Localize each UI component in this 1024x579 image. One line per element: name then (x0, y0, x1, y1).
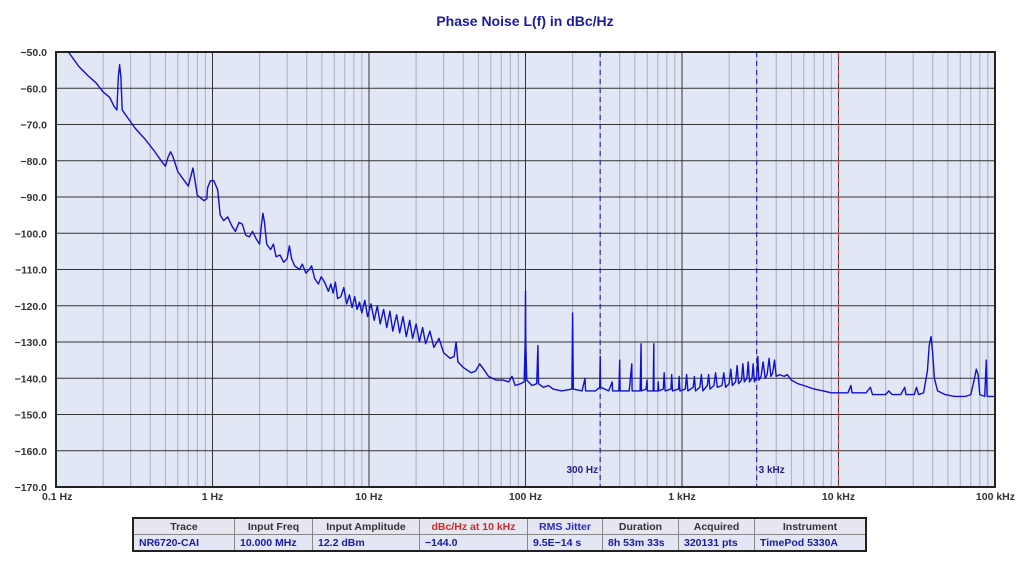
plot-frame (55, 51, 996, 488)
header-input-amplitude: Input Amplitude (312, 517, 420, 535)
x-tick-label: 0.1 Hz (42, 491, 72, 503)
x-tick-label: 10 kHz (822, 491, 855, 503)
value-acquired: 320131 pts (678, 534, 755, 552)
measurement-info-table: Trace Input Freq Input Amplitude dBc/Hz … (132, 517, 867, 552)
header-instrument: Instrument (754, 517, 867, 535)
header-dbc-at-10khz: dBc/Hz at 10 kHz (419, 517, 528, 535)
value-duration: 8h 53m 33s (602, 534, 679, 552)
header-acquired: Acquired (678, 517, 755, 535)
y-tick-label: −130.0 (15, 337, 48, 349)
y-axis-labels: −50.0 −60.0 −70.0 −80.0 −90.0 −100.0 −110.0 −12… (15, 47, 48, 494)
chart-title: Phase Noise L(f) in dBc/Hz (436, 13, 614, 29)
info-header-row: Trace Input Freq Input Amplitude dBc/Hz … (132, 517, 867, 535)
value-rms-jitter: 9.5E−14 s (527, 534, 603, 552)
marker-label: 300 Hz (566, 465, 598, 476)
marker-label: 3 kHz (759, 465, 785, 476)
y-tick-label: −100.0 (15, 228, 48, 240)
header-trace: Trace (132, 517, 235, 535)
y-tick-label: −170.0 (15, 482, 48, 494)
y-tick-label: −150.0 (15, 410, 48, 422)
header-input-freq: Input Freq (234, 517, 313, 535)
x-axis-labels: 0.1 Hz 1 Hz 10 Hz 100 Hz 1 kHz 10 kHz 100 kHz (42, 491, 1015, 503)
y-tick-label: −90.0 (20, 192, 47, 204)
x-tick-label: 1 Hz (202, 491, 224, 503)
phase-noise-trace (67, 51, 995, 398)
y-tick-label: −110.0 (15, 265, 47, 277)
x-tick-label: 10 Hz (355, 491, 382, 503)
value-dbc-at-10khz: −144.0 (419, 534, 528, 552)
header-rms-jitter: RMS Jitter (527, 517, 603, 535)
y-tick-label: −60.0 (20, 83, 47, 95)
y-tick-label: −50.0 (20, 47, 47, 59)
y-tick-label: −120.0 (15, 301, 48, 313)
y-tick-label: −140.0 (15, 373, 48, 385)
x-tick-label: 100 kHz (976, 491, 1015, 503)
header-duration: Duration (602, 517, 679, 535)
value-input-amplitude: 12.2 dBm (312, 534, 420, 552)
y-tick-label: −160.0 (15, 446, 48, 458)
info-value-row: NR6720-CAI 10.000 MHz 12.2 dBm −144.0 9.… (132, 534, 867, 552)
y-tick-label: −70.0 (20, 120, 47, 132)
value-trace: NR6720-CAI (132, 534, 235, 552)
y-tick-label: −80.0 (20, 156, 47, 168)
value-instrument: TimePod 5330A (754, 534, 867, 552)
frequency-markers: 300 Hz 3 kHz (566, 52, 840, 487)
x-tick-label: 100 Hz (509, 491, 542, 503)
x-tick-label: 1 kHz (668, 491, 695, 503)
value-input-freq: 10.000 MHz (234, 534, 313, 552)
